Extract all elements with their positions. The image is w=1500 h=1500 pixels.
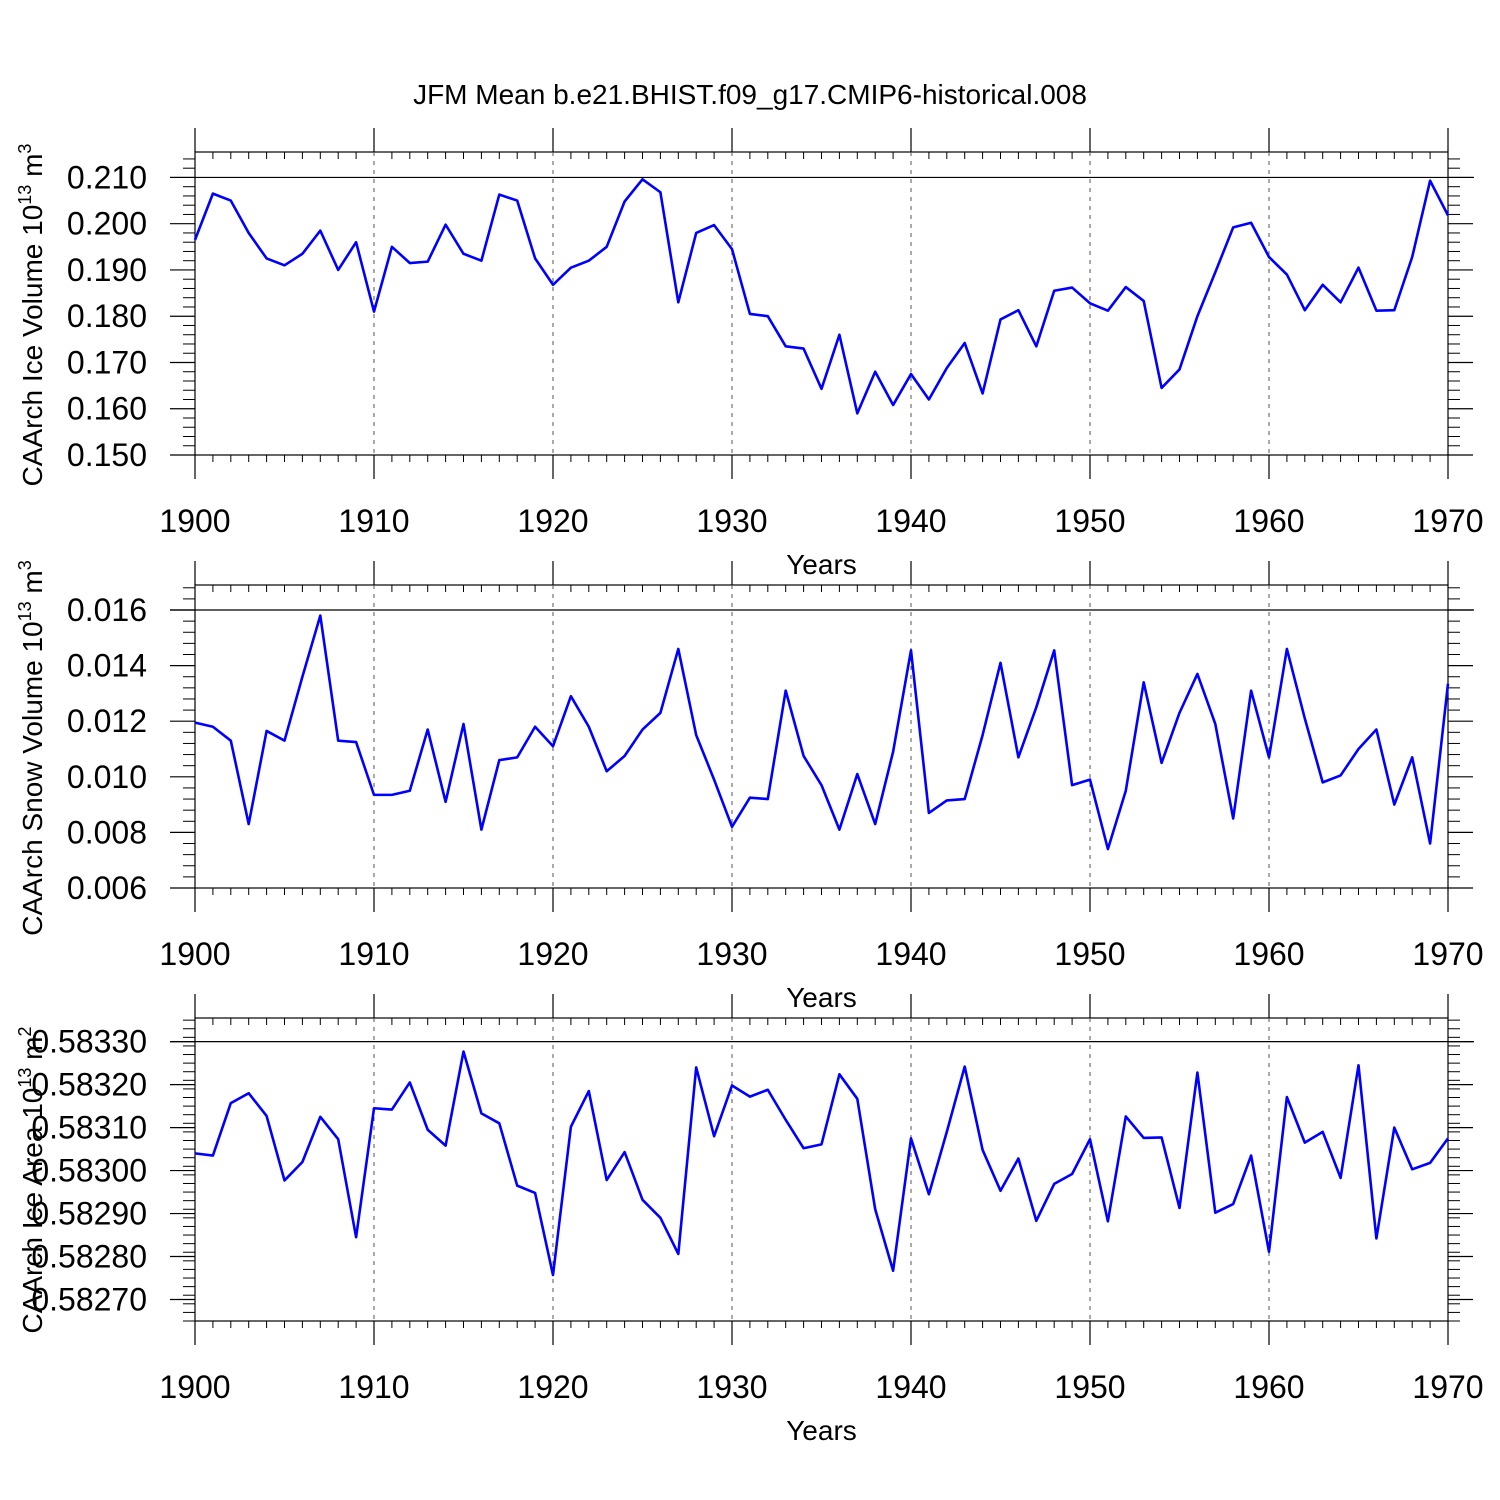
y-axis-title: CAArch Ice Area 1013 m2 [15, 1026, 48, 1333]
y-tick-label: 0.006 [67, 870, 147, 906]
y-axis-title: CAArch Ice Volume 1013 m3 [15, 144, 48, 487]
y-tick-label: 0.200 [67, 206, 147, 242]
x-tick-label: 1930 [696, 936, 767, 972]
y-tick-label: 0.210 [67, 159, 147, 195]
y-axis-title-unit-exponent: 2 [15, 1026, 35, 1036]
chart-title: JFM Mean b.e21.BHIST.f09_g17.CMIP6-histo… [413, 79, 1087, 110]
y-axis-title-unit: m [17, 1036, 48, 1067]
y-axis-title-text: CAArch Ice Area 10 [17, 1088, 48, 1334]
x-tick-label: 1900 [159, 503, 230, 539]
y-tick-label: 0.008 [67, 814, 147, 850]
snow-volume-panel: 1900 1910 1920 1930 1940 1950 1960 1970 Years 0.0… [15, 560, 1484, 1013]
x-tick-label: 1970 [1412, 936, 1483, 972]
y-tick-label: 0.58330 [31, 1024, 147, 1060]
plot-frame [194, 584, 1449, 889]
y-axis-title-unit-exponent: 3 [15, 144, 35, 154]
y-tick-label: 0.58310 [31, 1110, 147, 1146]
x-tick-label: 1970 [1412, 503, 1483, 539]
x-tick-label: 1920 [517, 936, 588, 972]
ice-area-panel: 1900 1910 1920 1930 1940 1950 1960 1970 Years 0.5… [15, 994, 1484, 1446]
y-axis-title-exponent: 13 [15, 601, 35, 621]
x-tick-label: 1950 [1054, 503, 1125, 539]
y-tick-label: 0.58300 [31, 1153, 147, 1189]
x-tick-label: 1940 [875, 936, 946, 972]
y-tick-label: 0.010 [67, 759, 147, 795]
y-axis-title: CAArch Snow Volume 1013 m3 [15, 560, 48, 936]
x-axis-title: Years [786, 1415, 857, 1446]
series-line [194, 614, 1450, 851]
x-axis-title: Years [786, 982, 857, 1013]
x-tick-label: 1960 [1233, 1369, 1304, 1405]
x-tick-label: 1910 [338, 503, 409, 539]
y-axis-title-unit: m [17, 154, 48, 185]
y-tick-label: 0.58290 [31, 1196, 147, 1232]
x-tick-label: 1950 [1054, 1369, 1125, 1405]
x-tick-label: 1920 [517, 1369, 588, 1405]
y-tick-label: 0.016 [67, 592, 147, 628]
x-tick-label: 1900 [159, 1369, 230, 1405]
y-tick-label: 0.150 [67, 437, 147, 473]
series-line [194, 1050, 1450, 1277]
y-tick-label: 0.180 [67, 298, 147, 334]
y-tick-label: 0.58270 [31, 1282, 147, 1318]
y-tick-label: 0.58280 [31, 1239, 147, 1275]
y-axis-title-unit-exponent: 3 [15, 560, 35, 570]
plot-frame [194, 151, 1449, 456]
y-axis-title-exponent: 13 [15, 1068, 35, 1088]
y-tick-label: 0.170 [67, 344, 147, 380]
y-tick-label: 0.58320 [31, 1067, 147, 1103]
y-tick-label: 0.160 [67, 391, 147, 427]
x-tick-label: 1910 [338, 936, 409, 972]
x-tick-label: 1910 [338, 1369, 409, 1405]
y-axis-title-text: CAArch Snow Volume 10 [17, 621, 48, 935]
y-axis-title-exponent: 13 [15, 185, 35, 205]
x-tick-label: 1960 [1233, 936, 1304, 972]
y-tick-label: 0.014 [67, 648, 147, 684]
x-axis-title: Years [786, 549, 857, 580]
y-tick-label: 0.190 [67, 252, 147, 288]
x-tick-label: 1940 [875, 503, 946, 539]
y-axis-title-unit: m [17, 570, 48, 601]
x-tick-label: 1940 [875, 1369, 946, 1405]
x-tick-label: 1930 [696, 1369, 767, 1405]
plot-frame [194, 1017, 1449, 1322]
y-axis-title-text: CAArch Ice Volume 10 [17, 205, 48, 487]
x-tick-label: 1900 [159, 936, 230, 972]
x-tick-label: 1950 [1054, 936, 1125, 972]
y-tick-label: 0.012 [67, 703, 147, 739]
x-tick-label: 1970 [1412, 1369, 1483, 1405]
ice-volume-panel: 1900 1910 1920 1930 1940 1950 1960 1970 Years 0.1… [15, 128, 1484, 580]
x-tick-label: 1930 [696, 503, 767, 539]
x-tick-label: 1960 [1233, 503, 1304, 539]
x-tick-label: 1920 [517, 503, 588, 539]
series-line [193, 177, 1450, 415]
